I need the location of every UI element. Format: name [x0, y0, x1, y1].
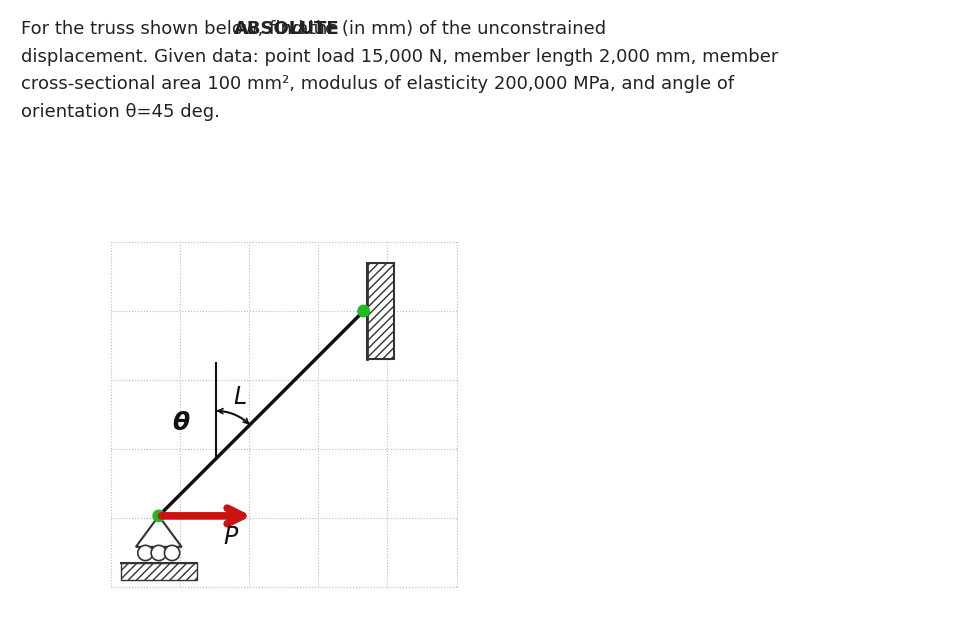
- Circle shape: [358, 305, 369, 317]
- Text: displacement. Given data: point load 15,000 N, member length 2,000 mm, member: displacement. Given data: point load 15,…: [21, 48, 779, 66]
- Text: orientation θ=45 deg.: orientation θ=45 deg.: [21, 103, 220, 121]
- Polygon shape: [136, 516, 181, 547]
- Text: cross-sectional area 100 mm², modulus of elasticity 200,000 MPa, and angle of: cross-sectional area 100 mm², modulus of…: [21, 75, 735, 93]
- Text: L: L: [233, 384, 246, 409]
- Text: θ: θ: [172, 411, 189, 435]
- Circle shape: [152, 545, 166, 561]
- Bar: [367, 263, 393, 359]
- Bar: [121, 563, 197, 579]
- Text: For the truss shown below, find the: For the truss shown below, find the: [21, 20, 344, 38]
- Circle shape: [164, 545, 179, 561]
- Circle shape: [153, 510, 164, 522]
- Text: ABSOLUTE: ABSOLUTE: [233, 20, 339, 38]
- Circle shape: [138, 545, 153, 561]
- Text: P: P: [223, 525, 237, 549]
- Text: value (in mm) of the unconstrained: value (in mm) of the unconstrained: [281, 20, 606, 38]
